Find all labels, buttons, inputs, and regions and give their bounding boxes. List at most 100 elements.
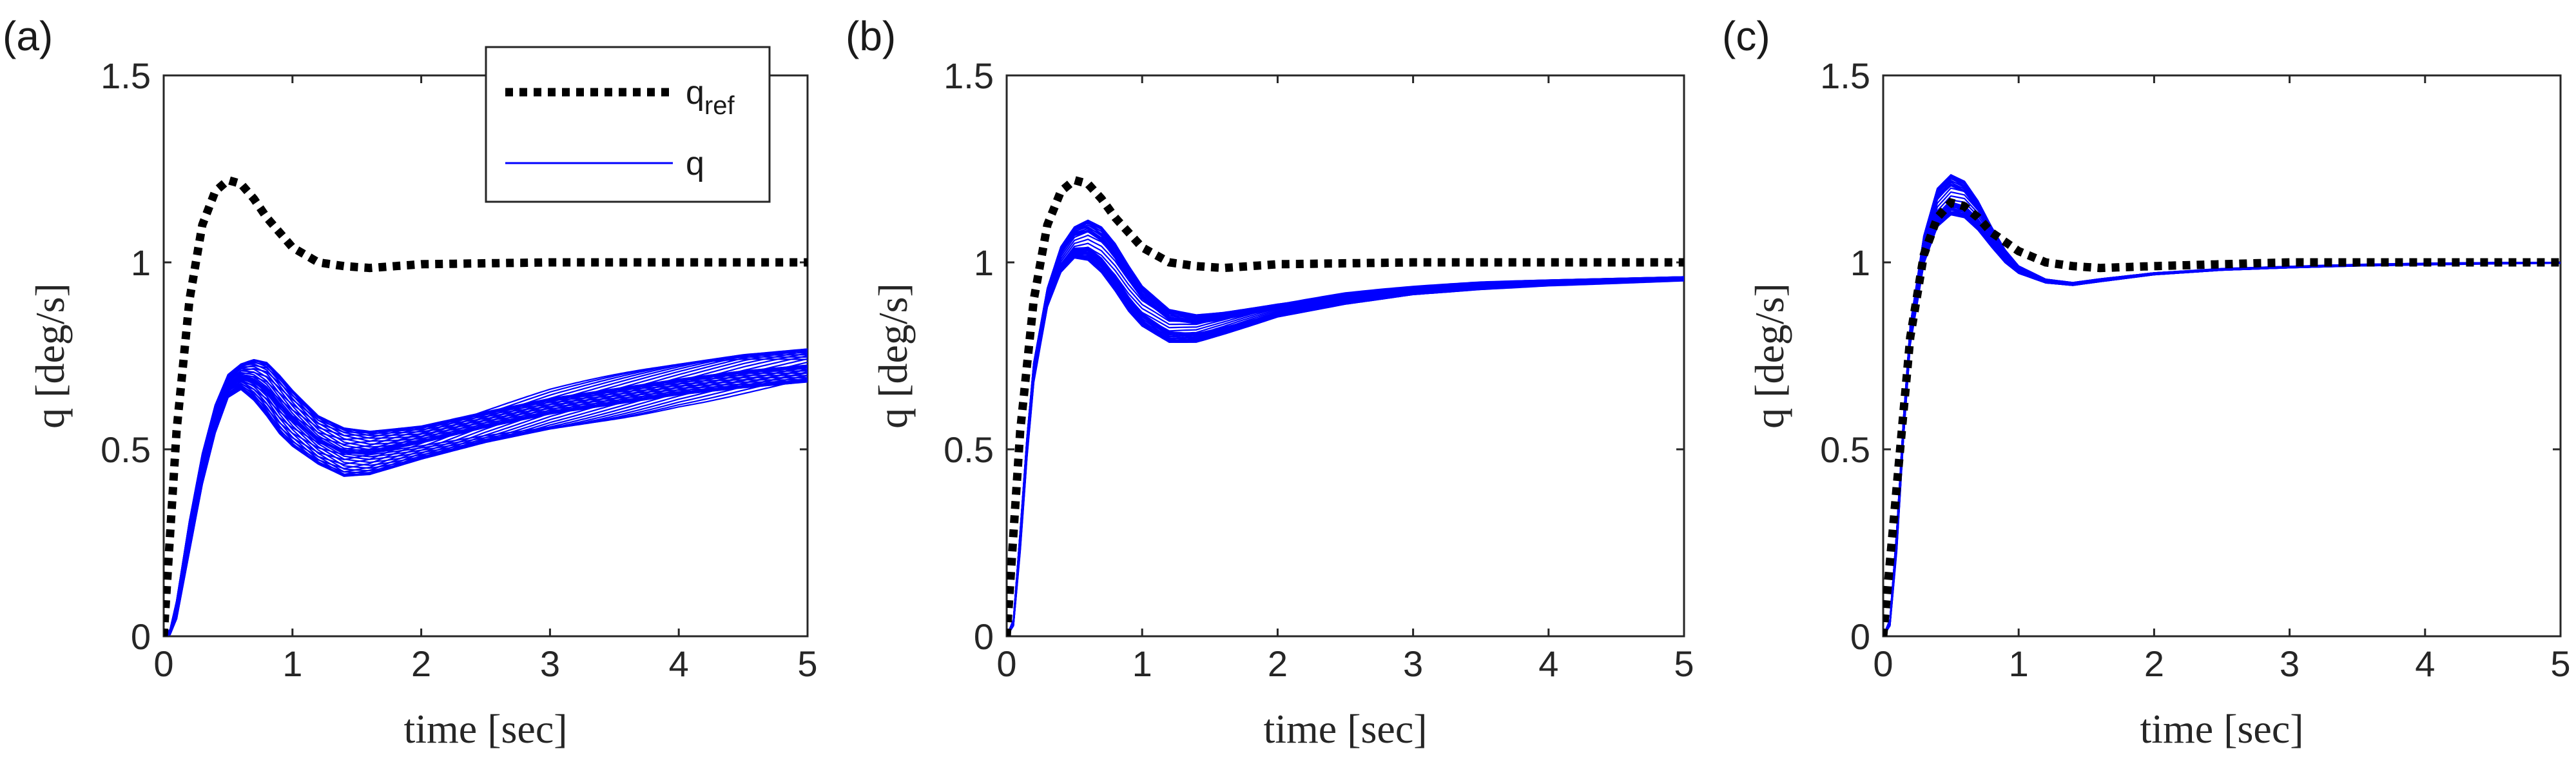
y-tick-label: 0.5 <box>1820 429 1870 470</box>
series-q-trace <box>1883 175 2561 636</box>
y-tick-label: 0 <box>131 616 151 657</box>
x-tick-label: 0 <box>996 643 1016 684</box>
x-tick-label: 4 <box>2415 643 2435 684</box>
x-tick-label: 5 <box>1674 643 1694 684</box>
series-q-trace <box>1883 211 2561 636</box>
legend-box <box>485 46 771 203</box>
series-q-trace <box>1007 231 1684 636</box>
x-tick-label: 1 <box>2009 643 2029 684</box>
y-tick-label: 1 <box>974 242 994 283</box>
series-q-trace <box>1883 208 2561 636</box>
x-tick-label: 3 <box>540 643 560 684</box>
series-q-trace <box>1007 255 1684 636</box>
series-q-trace <box>1007 257 1684 636</box>
series-q-trace <box>1883 177 2561 636</box>
plot-area <box>1883 173 2561 636</box>
x-axis-label: time [sec] <box>403 706 567 752</box>
series-q-trace <box>1883 184 2561 636</box>
x-tick-label: 4 <box>669 643 689 684</box>
x-axis-label: time [sec] <box>1263 706 1427 752</box>
series-q-trace <box>1007 247 1684 636</box>
series-q-trace <box>1007 224 1684 636</box>
series-q-ref-line <box>1007 175 1684 636</box>
x-tick-label: 3 <box>2280 643 2300 684</box>
series-q-trace <box>1883 207 2561 636</box>
series-q-trace <box>1883 212 2561 636</box>
x-tick-label: 1 <box>1132 643 1152 684</box>
x-tick-label: 4 <box>1538 643 1558 684</box>
panel-label: (a) <box>3 13 53 59</box>
series-q-trace <box>1007 224 1684 636</box>
series-q-trace <box>1883 181 2561 636</box>
series-q-trace <box>1883 175 2561 636</box>
series-q-trace <box>1883 213 2561 636</box>
series-q-trace <box>1883 183 2561 636</box>
series-q-trace <box>1883 209 2561 636</box>
series-q-trace <box>1007 247 1684 636</box>
series-q-trace <box>1883 213 2561 636</box>
series-q-trace <box>1883 176 2561 636</box>
x-tick-label: 2 <box>1268 643 1288 684</box>
x-tick-label: 0 <box>153 643 173 684</box>
y-tick-label: 0 <box>974 616 994 657</box>
panel-label: (b) <box>846 13 896 59</box>
series-q-trace <box>1007 255 1684 636</box>
series-q-trace <box>1007 228 1684 636</box>
series-q-trace <box>1007 255 1684 636</box>
series-q-trace <box>1883 187 2561 636</box>
axes-box <box>1005 74 1685 638</box>
legend-entry-subscript: ref <box>704 92 735 120</box>
series-q-trace <box>164 356 808 636</box>
series-q-trace <box>1007 253 1684 636</box>
x-tick-label: 5 <box>2550 643 2570 684</box>
series-q-trace <box>164 368 808 636</box>
series-q-ref-line <box>164 175 808 636</box>
series-q-trace <box>1007 227 1684 636</box>
x-tick-label: 2 <box>2144 643 2164 684</box>
series-q-trace <box>1007 248 1684 636</box>
series-q-trace <box>1007 247 1684 636</box>
series-q-trace <box>1007 255 1684 636</box>
series-q-trace <box>1883 174 2561 636</box>
x-tick-label: 1 <box>282 643 302 684</box>
series-q-trace <box>164 348 808 636</box>
series-q-trace <box>1883 173 2561 636</box>
panel-label: (c) <box>1722 13 1770 59</box>
series-q-trace <box>1883 174 2561 636</box>
x-tick-label: 5 <box>797 643 817 684</box>
plot-area <box>164 175 808 636</box>
panel-b: 0 1 2 3 4 5 0 0.5 1 1.5 time [sec] q [deg/s] (b) <box>846 13 1694 752</box>
y-tick-label: 0 <box>1850 616 1870 657</box>
series-q-trace <box>1883 206 2561 636</box>
series-q-trace <box>1883 183 2561 636</box>
x-axis-label: time [sec] <box>2140 706 2303 752</box>
series-q-trace <box>1007 256 1684 636</box>
series-q-trace <box>1883 213 2561 636</box>
plot-area <box>1007 175 1684 636</box>
series-q-trace <box>1883 201 2561 636</box>
series-q-trace <box>1883 211 2561 636</box>
legend-entry-label: q <box>686 145 704 182</box>
panels: 0 1 2 3 4 5 0 0.5 1 1.5 time [sec] q [deg/s] (a) qref… <box>3 13 2571 752</box>
series-q-trace <box>1007 251 1684 636</box>
series-q-trace <box>164 348 808 636</box>
y-tick-label: 1 <box>1850 242 1870 283</box>
series-q-trace <box>1883 211 2561 636</box>
series-q-trace <box>1883 205 2561 636</box>
x-tick-label: 3 <box>1403 643 1423 684</box>
series-q-trace <box>1883 201 2561 636</box>
y-tick-label: 1 <box>131 242 151 283</box>
series-q-trace <box>1007 249 1684 636</box>
y-tick-label: 1.5 <box>1820 55 1870 96</box>
y-tick-label: 0.5 <box>101 429 151 470</box>
series-q-trace <box>164 368 808 636</box>
panel-c: 0 1 2 3 4 5 0 0.5 1 1.5 time [sec] q [deg/s] (c) <box>1722 13 2571 752</box>
series-q-trace <box>1007 248 1684 636</box>
series-q-trace <box>1883 202 2561 636</box>
y-tick-label: 1.5 <box>101 55 151 96</box>
series-q-trace <box>1007 229 1684 636</box>
axes-box <box>1882 74 2562 638</box>
y-tick-label: 0.5 <box>944 429 994 470</box>
